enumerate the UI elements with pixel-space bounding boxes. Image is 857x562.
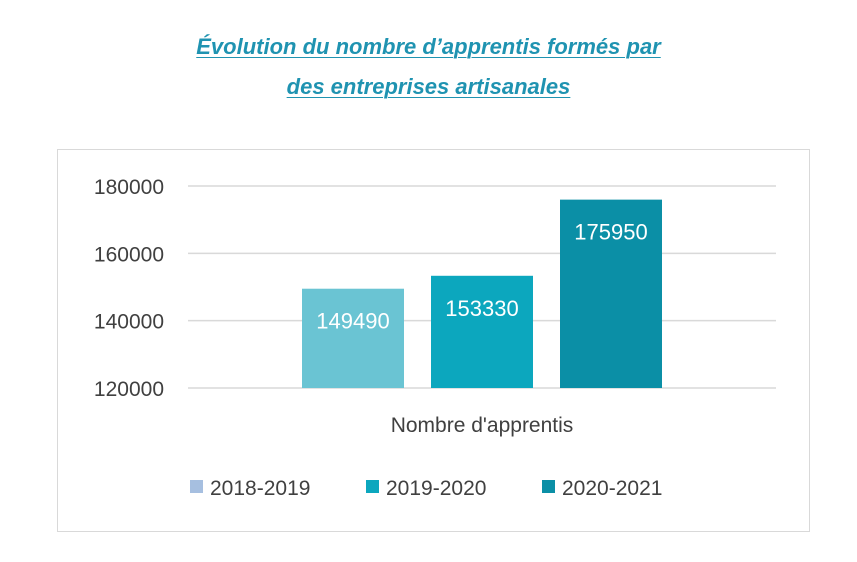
bar-2018-2019	[302, 288, 404, 388]
category-label: Nombre d'apprentis	[391, 414, 574, 437]
bar-value-label: 175950	[574, 220, 647, 245]
legend-swatch	[366, 480, 379, 493]
bar-2020-2021	[560, 199, 662, 388]
legend-label: 2020-2021	[562, 477, 662, 500]
legend-swatch	[190, 480, 203, 493]
legend-label: 2019-2020	[386, 477, 486, 500]
y-tick-label: 140000	[94, 311, 164, 334]
y-tick-label: 180000	[94, 176, 164, 199]
y-tick-label: 160000	[94, 243, 164, 266]
chart-frame	[57, 149, 810, 532]
legend-label: 2018-2019	[210, 477, 310, 500]
chart-title-line-2: des entreprises artisanales	[286, 74, 571, 99]
chart-title-line-1: Évolution du nombre d’apprentis formés p…	[196, 34, 661, 59]
legend-swatch	[542, 480, 555, 493]
bar-2019-2020	[431, 275, 533, 388]
y-tick-label: 120000	[94, 378, 164, 401]
bar-value-label: 149490	[316, 309, 389, 334]
bar-value-label: 153330	[445, 296, 518, 321]
